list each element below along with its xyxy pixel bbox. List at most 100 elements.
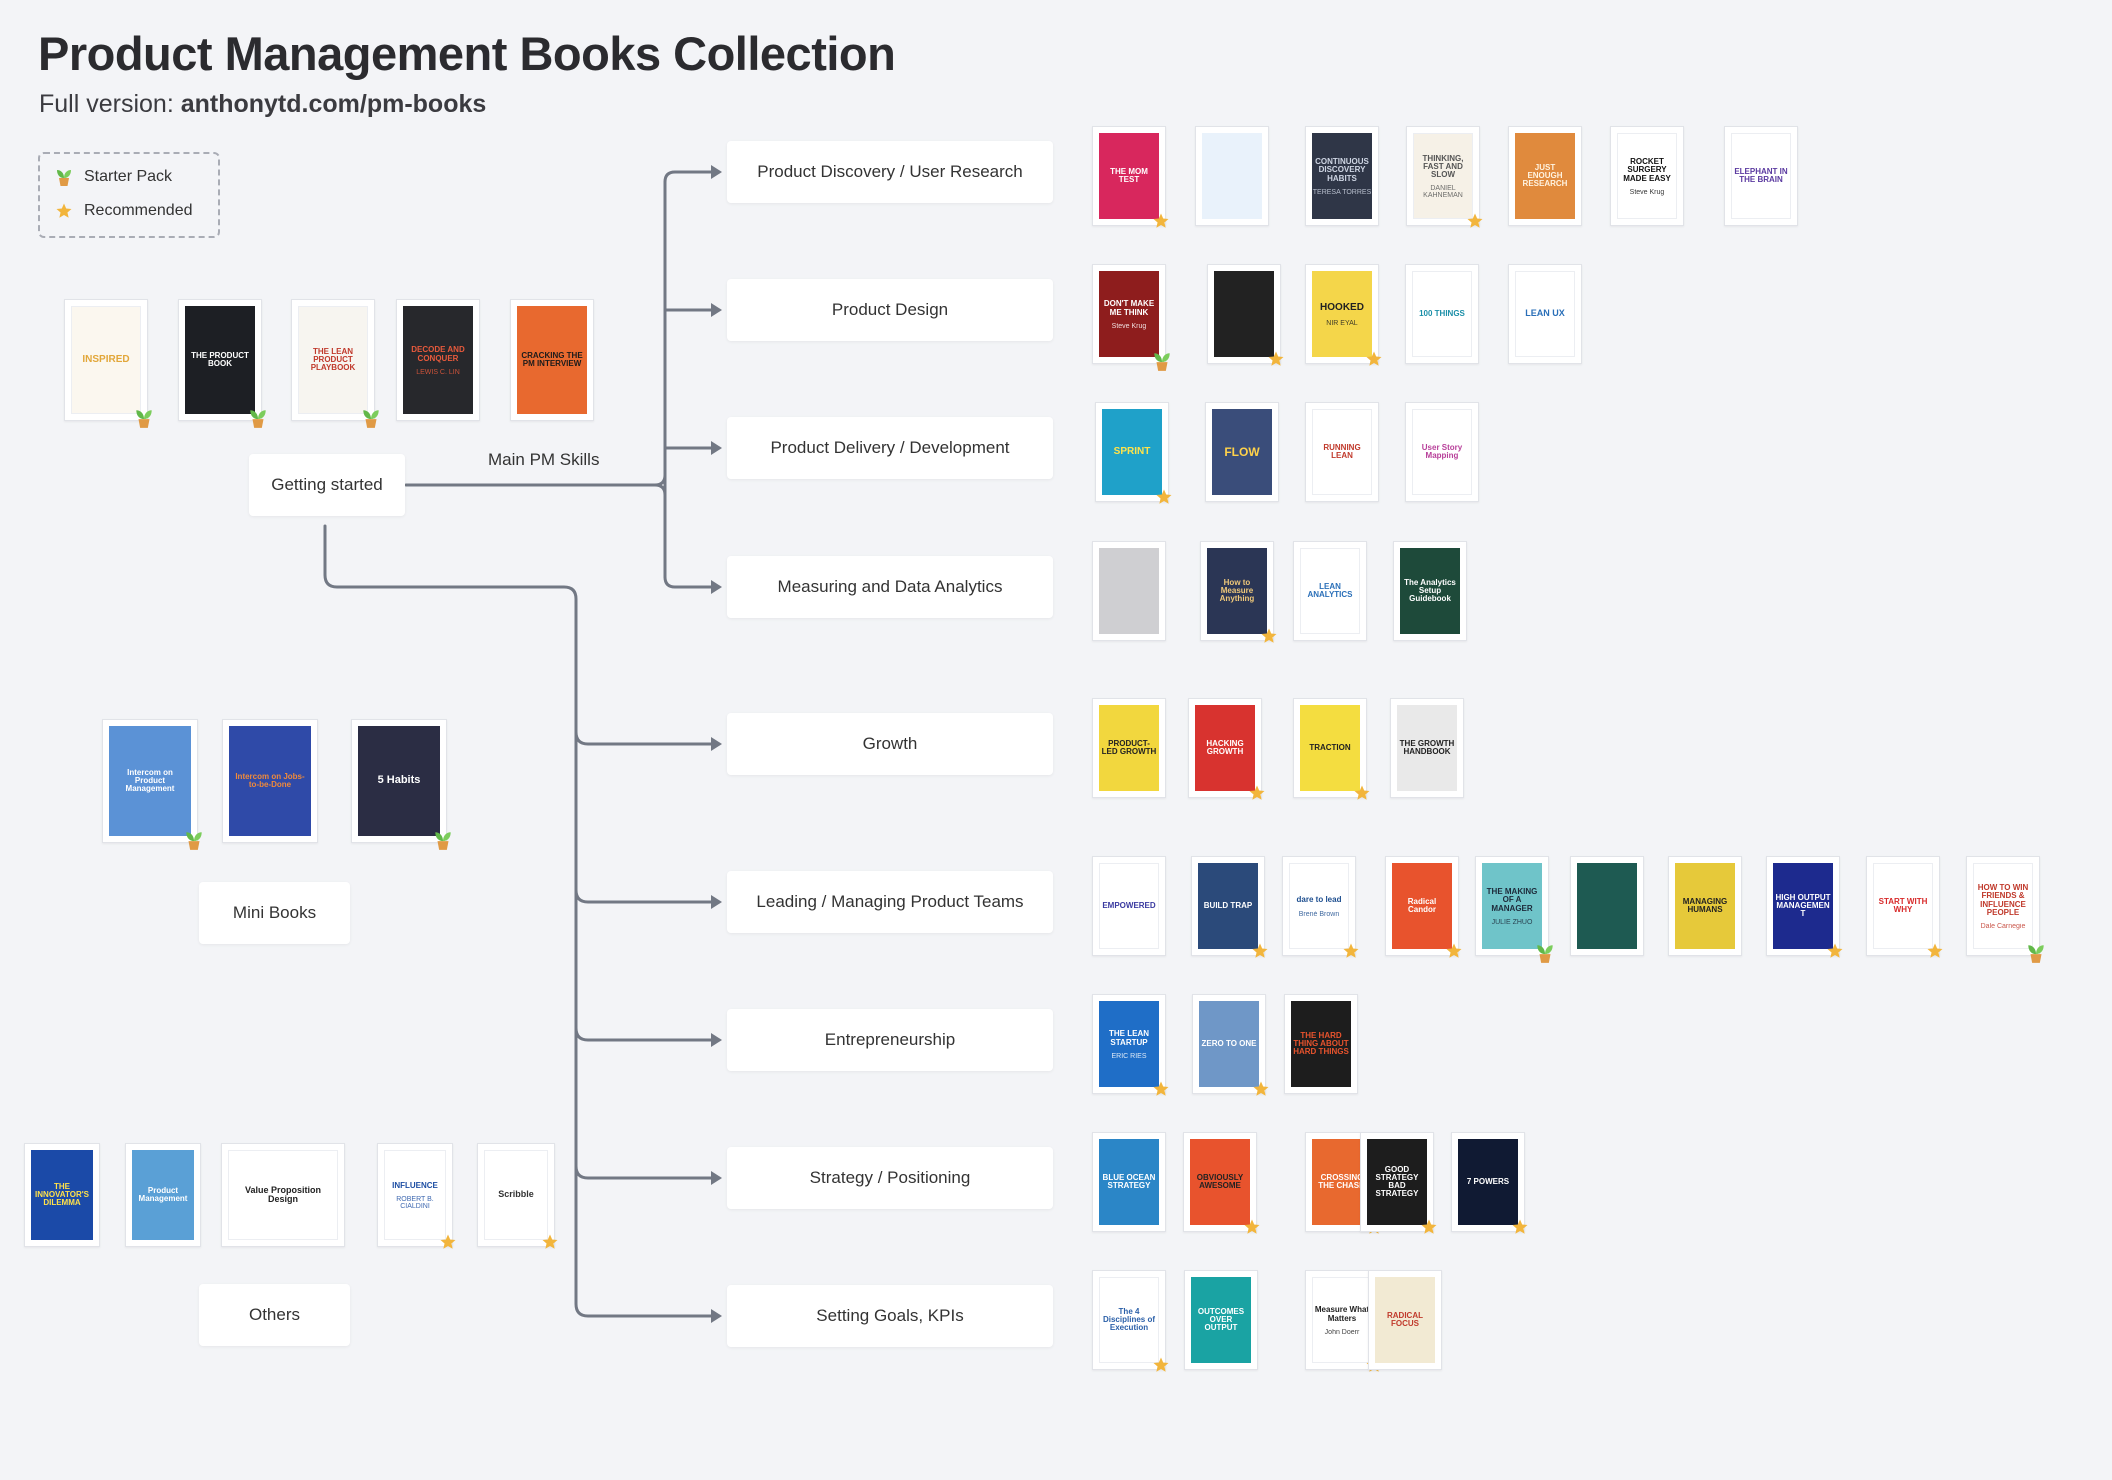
category-node-setting-goals-kpis[interactable]: Setting Goals, KPIs (727, 1285, 1053, 1347)
book-cover[interactable]: START WITH WHY (1866, 856, 1943, 958)
book-cover[interactable]: THE LEAN PRODUCT PLAYBOOK (291, 299, 379, 428)
book-title: BLUE OCEAN STRATEGY (1102, 1172, 1156, 1190)
star-icon (1511, 1218, 1531, 1240)
book-cover[interactable]: BUILD TRAP (1191, 856, 1268, 958)
book-cover[interactable]: THE HARD THING ABOUT HARD THINGS (1284, 994, 1358, 1094)
book-title: THE INNOVATOR'S DILEMMA (35, 1181, 89, 1208)
book-cover[interactable]: LEAN UX (1508, 264, 1582, 364)
book-cover[interactable]: Product Management (125, 1143, 201, 1247)
book-title: INFLUENCE (392, 1180, 438, 1190)
category-node-strategy-positioning[interactable]: Strategy / Positioning (727, 1147, 1053, 1209)
book-cover[interactable]: HOW TO WIN FRIENDS & INFLUENCE PEOPLE Dal… (1966, 856, 2044, 963)
book-cover[interactable]: Intercom on Jobs-to-be-Done (222, 719, 318, 843)
cover-art: How to Measure Anything (1207, 548, 1267, 634)
book-cover[interactable]: INFLUENCE ROBERT B. CIALDINI (377, 1143, 456, 1249)
cover-art: THE GROWTH HANDBOOK (1397, 705, 1457, 791)
book-cover[interactable]: PRODUCT-LED GROWTH (1092, 698, 1166, 798)
book-cover[interactable]: The Analytics Setup Guidebook (1393, 541, 1467, 641)
book-cover[interactable]: MANAGING HUMANS (1668, 856, 1742, 956)
book-cover[interactable]: DON'T MAKE ME THINK Steve Krug (1092, 264, 1170, 371)
book-cover[interactable]: JUST ENOUGH RESEARCH (1508, 126, 1582, 226)
subtitle-link[interactable]: anthonytd.com/pm-books (180, 90, 487, 118)
book-cover[interactable] (1092, 541, 1166, 641)
book-cover[interactable]: FLOW (1205, 402, 1279, 502)
book-cover[interactable]: Radical Candor (1385, 856, 1462, 958)
book-cover[interactable]: ELEPHANT IN THE BRAIN (1724, 126, 1798, 226)
category-node-product-design[interactable]: Product Design (727, 279, 1053, 341)
book-title: THE LEAN PRODUCT PLAYBOOK (310, 346, 356, 373)
category-node-entrepreneurship[interactable]: Entrepreneurship (727, 1009, 1053, 1071)
connector-arrowhead (711, 1309, 722, 1323)
book-cover[interactable]: HIGH OUTPUT MANAGEMENT (1766, 856, 1843, 958)
category-node-measuring-and-data-analytics[interactable]: Measuring and Data Analytics (727, 556, 1053, 618)
book-cover[interactable]: OUTCOMES OVER OUTPUT (1184, 1270, 1258, 1370)
node-mini-books[interactable]: Mini Books (199, 882, 350, 944)
category-node-product-discovery-user-research[interactable]: Product Discovery / User Research (727, 141, 1053, 203)
book-cover[interactable]: CONTINUOUS DISCOVERY HABITS TERESA TORRES (1305, 126, 1379, 226)
book-cover[interactable]: OBVIOUSLY AWESOME (1183, 1132, 1260, 1234)
book-cover[interactable]: How to Measure Anything (1200, 541, 1277, 643)
sprout-icon (1152, 350, 1172, 372)
star-icon (1365, 350, 1385, 372)
book-title: The Analytics Setup Guidebook (1404, 577, 1456, 604)
book-cover[interactable] (1207, 264, 1284, 366)
book-cover[interactable]: THE INNOVATOR'S DILEMMA (24, 1143, 100, 1247)
node-getting-started[interactable]: Getting started (249, 454, 405, 516)
book-cover[interactable]: 7 POWERS (1451, 1132, 1528, 1234)
sprout-icon (433, 829, 453, 851)
book-cover[interactable]: THINKING, FAST AND SLOW DANIEL KAHNEMAN (1406, 126, 1483, 228)
book-title (1127, 589, 1131, 593)
book-cover[interactable]: THE PRODUCT BOOK (178, 299, 266, 428)
book-cover[interactable]: GOOD STRATEGY BAD STRATEGY (1360, 1132, 1437, 1234)
category-node-leading-managing-product-teams[interactable]: Leading / Managing Product Teams (727, 871, 1053, 933)
book-cover[interactable]: dare to lead Brené Brown (1282, 856, 1359, 958)
book-title: GOOD STRATEGY BAD STRATEGY (1375, 1164, 1419, 1199)
book-title: Intercom on Product Management (125, 767, 175, 794)
book-author: JULIE ZHUO (1491, 918, 1533, 926)
book-cover[interactable]: HOOKED NIR EYAL (1305, 264, 1382, 366)
connector-arrowhead (711, 441, 722, 455)
book-title: THE MOM TEST (1110, 166, 1148, 184)
book-cover[interactable]: EMPOWERED (1092, 856, 1166, 956)
book-cover[interactable] (1195, 126, 1269, 226)
book-cover[interactable]: HACKING GROWTH (1188, 698, 1265, 800)
book-cover[interactable]: THE MAKING OF A MANAGER JULIE ZHUO (1475, 856, 1553, 963)
cover-art: BLUE OCEAN STRATEGY (1099, 1139, 1159, 1225)
book-cover[interactable]: BLUE OCEAN STRATEGY (1092, 1132, 1166, 1232)
book-cover[interactable]: The 4 Disciplines of Execution (1092, 1270, 1169, 1372)
book-cover[interactable]: ZERO TO ONE (1192, 994, 1269, 1096)
book-cover[interactable]: THE MOM TEST (1092, 126, 1169, 228)
book-title: CROSSING THE CHASM (1318, 1172, 1366, 1190)
cover-art: ZERO TO ONE (1199, 1001, 1259, 1087)
book-title: FLOW (1224, 444, 1260, 459)
book-title: OUTCOMES OVER OUTPUT (1197, 1306, 1245, 1333)
book-cover[interactable]: Value Proposition Design (221, 1143, 345, 1247)
book-title: Measure What Matters (1314, 1305, 1370, 1323)
star-icon (1826, 942, 1846, 964)
book-cover[interactable]: CRACKING THE PM INTERVIEW (510, 299, 594, 421)
book-cover[interactable]: DECODE AND CONQUER LEWIS C. LIN (396, 299, 480, 421)
book-author: ERIC RIES (1111, 1052, 1147, 1060)
book-cover[interactable]: INSPIRED (64, 299, 152, 428)
book-cover[interactable] (1570, 856, 1644, 956)
book-cover[interactable]: RADICAL FOCUS (1368, 1270, 1442, 1370)
book-cover[interactable]: TRACTION (1293, 698, 1370, 800)
book-cover[interactable]: RUNNING LEAN (1305, 402, 1379, 502)
book-cover[interactable]: 100 THINGS (1405, 264, 1479, 364)
book-cover[interactable]: Scribble (477, 1143, 558, 1249)
book-cover[interactable]: LEAN ANALYTICS (1293, 541, 1367, 641)
cover-art (1099, 548, 1159, 634)
book-cover[interactable]: THE LEAN STARTUP ERIC RIES (1092, 994, 1169, 1096)
book-cover[interactable]: Measure What Matters John Doerr (1305, 1270, 1382, 1372)
star-icon (1466, 212, 1486, 234)
book-cover[interactable]: THE GROWTH HANDBOOK (1390, 698, 1464, 798)
book-cover[interactable]: SPRINT (1095, 402, 1172, 504)
book-cover[interactable]: 5 Habits (351, 719, 451, 850)
category-node-product-delivery-development[interactable]: Product Delivery / Development (727, 417, 1053, 479)
book-cover[interactable]: ROCKET SURGERY MADE EASY Steve Krug (1610, 126, 1684, 226)
book-cover[interactable]: Intercom on Product Management (102, 719, 202, 850)
book-cover[interactable]: User Story Mapping (1405, 402, 1479, 502)
cover-art: INFLUENCE ROBERT B. CIALDINI (384, 1150, 446, 1240)
category-node-growth[interactable]: Growth (727, 713, 1053, 775)
node-others[interactable]: Others (199, 1284, 350, 1346)
